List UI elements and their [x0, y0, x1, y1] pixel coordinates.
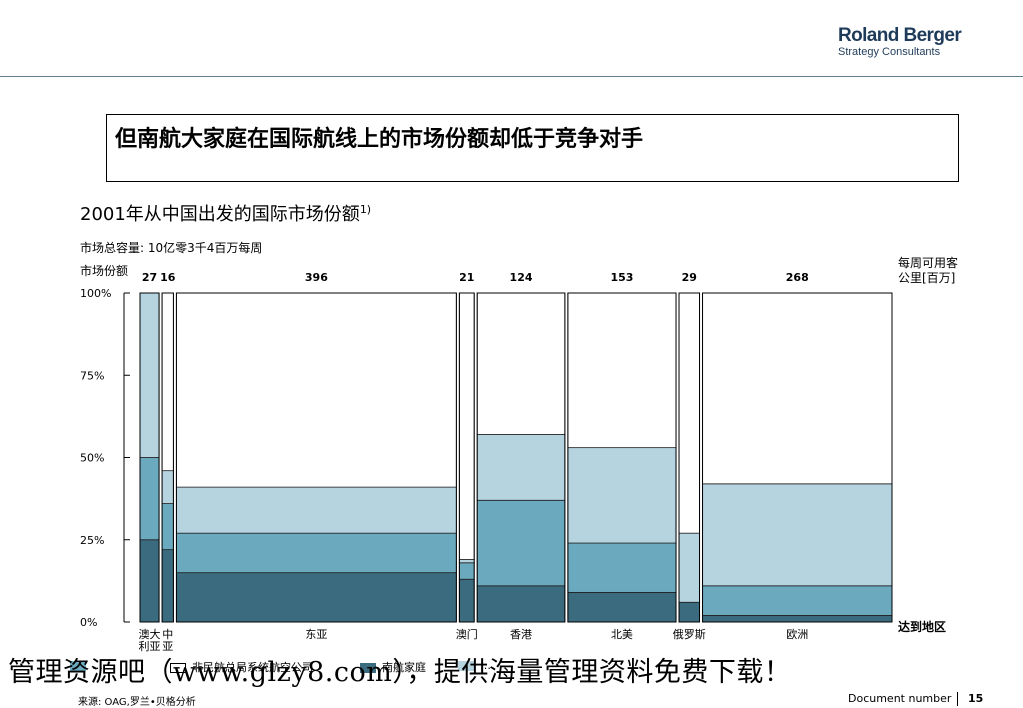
column-outline — [175, 292, 457, 623]
bar-segment — [458, 562, 475, 580]
width-unit-label: 每周可用客公里[百万] — [898, 256, 959, 285]
bar-segment — [678, 532, 700, 603]
width-value-label: 268 — [786, 271, 809, 284]
category-label: 澳门 — [456, 627, 478, 641]
bar-segment — [567, 542, 677, 593]
bar-segment — [139, 539, 160, 623]
legend-item: 非民航总局系统航空公司 — [170, 659, 313, 675]
footnote-marker: 1) — [359, 203, 372, 216]
bar-segment — [458, 578, 475, 623]
header-divider — [0, 76, 1023, 77]
category-label: 亚 — [162, 640, 173, 653]
y-tick-label: 25% — [80, 534, 104, 547]
document-number: Document number — [848, 692, 952, 705]
y-axis-title: 市场份额 — [80, 264, 129, 278]
column-outline — [702, 292, 893, 623]
legend-label: 南航家庭 — [382, 661, 426, 674]
column-outline — [458, 292, 475, 623]
bar-segment — [476, 585, 566, 623]
bar-segment — [567, 591, 677, 623]
bar-segment — [476, 434, 566, 501]
y-tick-label: 0% — [80, 616, 97, 629]
width-value-label: 396 — [305, 271, 328, 284]
legend-swatch — [170, 663, 186, 673]
chart-subtitle: 2001年从中国出发的国际市场份额1) — [80, 200, 371, 226]
category-label: 澳大 — [139, 627, 161, 641]
chart-subtitle-text: 2001年从中国出发的国际市场份额 — [80, 204, 360, 225]
roland-berger-logo: Roland Berger Strategy Consultants — [838, 26, 968, 66]
y-tick-label: 100% — [80, 287, 111, 300]
bar-segment — [567, 447, 677, 544]
legend-item: … — [458, 659, 491, 672]
bar-segment — [458, 559, 475, 564]
column-outline — [567, 292, 677, 623]
width-value-label: 27 — [142, 271, 157, 284]
logo-line2: Strategy Consultants — [838, 46, 941, 58]
column-outline — [678, 292, 701, 623]
bar-segment — [175, 532, 457, 574]
category-label: 欧洲 — [786, 628, 808, 641]
capacity-note: 市场总容量: 10亿零3千4百万每周 — [80, 241, 263, 255]
bar-segment — [161, 470, 174, 504]
footer-separator — [957, 692, 958, 706]
bar-segment — [476, 292, 566, 435]
legend-swatch — [70, 661, 86, 671]
width-value-label: 16 — [160, 271, 176, 284]
category-label: 中 — [162, 628, 173, 641]
category-label: 利亚 — [139, 640, 161, 653]
bar-segment — [678, 292, 700, 534]
category-label: 俄罗斯 — [673, 628, 706, 641]
bar-segment — [139, 292, 160, 458]
legend-swatch — [360, 663, 376, 673]
bar-segment — [161, 292, 174, 472]
column-outline — [161, 292, 174, 623]
column-outline — [476, 292, 566, 623]
bar-segment — [702, 292, 893, 485]
page-title: 但南航大家庭在国际航线上的市场份额却低于竞争对手 — [115, 127, 644, 152]
width-value-label: 21 — [459, 271, 474, 284]
x-axis-title: 达到地区 — [898, 620, 947, 634]
width-value-label: 153 — [610, 271, 633, 284]
category-label: 东亚 — [305, 628, 327, 641]
bar-segment — [678, 601, 700, 623]
width-value-label: 29 — [682, 271, 697, 284]
bar-segment — [458, 292, 475, 560]
bar-segment — [702, 585, 893, 616]
bar-segment — [161, 503, 174, 551]
page-number: 15 — [968, 692, 984, 705]
bar-segment — [175, 486, 457, 534]
title-box: 但南航大家庭在国际航线上的市场份额却低于竞争对手 — [106, 114, 959, 182]
legend: … 非民航总局系统航空公司 南航家庭 … — [70, 657, 750, 677]
source-note: 来源: OAG,罗兰•贝格分析 — [78, 697, 196, 708]
width-value-label: 124 — [510, 271, 533, 284]
bar-segment — [161, 549, 174, 623]
bar-segment — [476, 499, 566, 587]
category-label: 北美 — [611, 628, 633, 641]
legend-item: 南航家庭 — [360, 659, 426, 675]
watermark-text: 管理资源吧（www.glzy8.com），提供海量管理资料免费下载！ — [8, 657, 792, 688]
legend-item: … — [70, 659, 103, 672]
column-outline — [139, 292, 160, 623]
legend-label: … — [480, 659, 491, 672]
legend-swatch — [458, 661, 474, 671]
bar-segment — [175, 292, 457, 488]
bar-segment — [702, 483, 893, 587]
y-tick-label: 50% — [80, 452, 104, 465]
bar-segment — [702, 615, 893, 623]
logo-line1: Roland Berger — [838, 25, 962, 46]
legend-label: 非民航总局系统航空公司 — [192, 661, 313, 674]
legend-label: … — [92, 659, 103, 672]
y-tick-label: 75% — [80, 369, 104, 382]
category-label: 香港 — [510, 628, 532, 641]
bar-segment — [567, 292, 677, 449]
bar-segment — [139, 457, 160, 541]
bar-segment — [175, 572, 457, 623]
